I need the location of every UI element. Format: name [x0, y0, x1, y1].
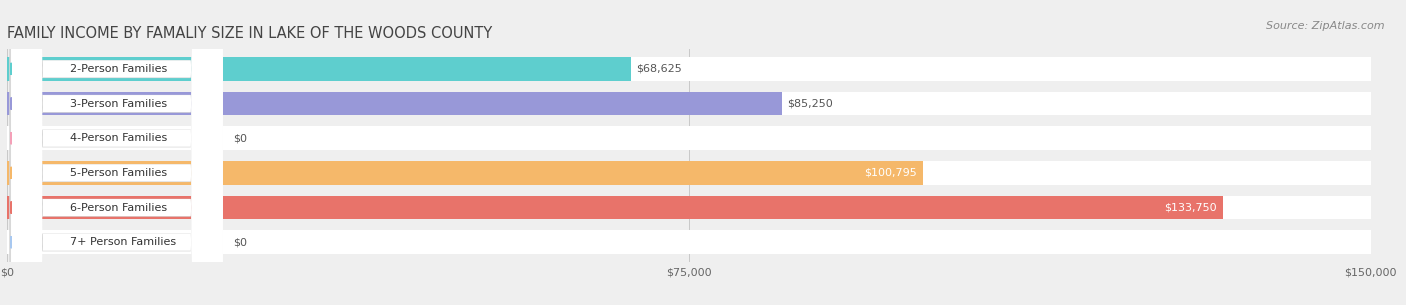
Text: $0: $0 — [233, 133, 247, 143]
Bar — [7, 196, 1223, 219]
FancyBboxPatch shape — [11, 0, 222, 305]
FancyBboxPatch shape — [11, 0, 222, 305]
Bar — [7, 92, 1371, 115]
Bar — [7, 57, 1371, 81]
Bar — [7, 161, 924, 185]
Text: 2-Person Families: 2-Person Families — [70, 64, 167, 74]
FancyBboxPatch shape — [11, 0, 222, 305]
Bar — [7, 57, 631, 81]
Text: 4-Person Families: 4-Person Families — [70, 133, 167, 143]
Bar — [7, 196, 1371, 219]
Text: $68,625: $68,625 — [637, 64, 682, 74]
Text: 6-Person Families: 6-Person Families — [70, 203, 167, 213]
Text: Source: ZipAtlas.com: Source: ZipAtlas.com — [1267, 21, 1385, 31]
Text: $85,250: $85,250 — [787, 99, 834, 109]
Text: $0: $0 — [233, 237, 247, 247]
FancyBboxPatch shape — [11, 0, 222, 305]
FancyBboxPatch shape — [10, 0, 222, 305]
FancyBboxPatch shape — [10, 0, 222, 305]
FancyBboxPatch shape — [10, 0, 222, 305]
Bar — [7, 161, 1371, 185]
Bar — [7, 230, 1371, 254]
FancyBboxPatch shape — [10, 0, 222, 305]
Text: FAMILY INCOME BY FAMALIY SIZE IN LAKE OF THE WOODS COUNTY: FAMILY INCOME BY FAMALIY SIZE IN LAKE OF… — [7, 26, 492, 41]
FancyBboxPatch shape — [10, 0, 222, 305]
FancyBboxPatch shape — [11, 0, 222, 305]
FancyBboxPatch shape — [11, 0, 222, 305]
Text: 7+ Person Families: 7+ Person Families — [70, 237, 176, 247]
Text: 3-Person Families: 3-Person Families — [70, 99, 167, 109]
Bar — [7, 127, 1371, 150]
Bar — [7, 92, 782, 115]
Text: $133,750: $133,750 — [1164, 203, 1216, 213]
Text: 5-Person Families: 5-Person Families — [70, 168, 167, 178]
FancyBboxPatch shape — [10, 0, 222, 305]
Text: $100,795: $100,795 — [863, 168, 917, 178]
